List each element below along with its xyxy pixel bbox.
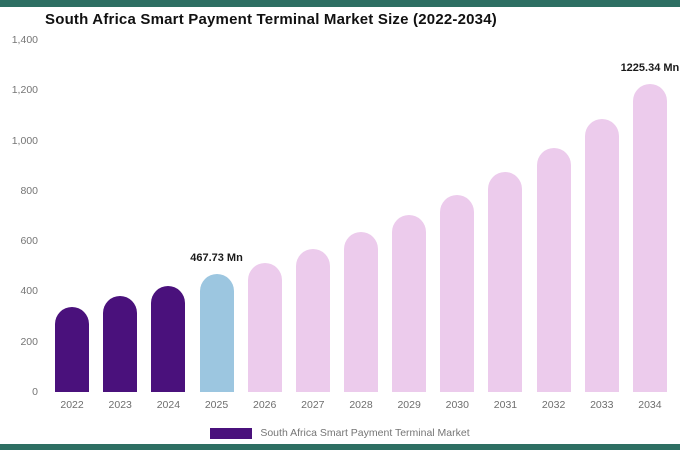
chart-title: South Africa Smart Payment Terminal Mark… — [45, 11, 497, 28]
y-axis-tick-label: 400 — [20, 285, 38, 298]
data-label-2025: 467.73 Mn — [190, 252, 243, 264]
x-axis-label-2022: 2022 — [60, 399, 84, 411]
x-axis-label-2029: 2029 — [397, 399, 421, 411]
x-axis-label-2028: 2028 — [349, 399, 373, 411]
bar-2031 — [488, 172, 523, 392]
x-axis-label-2030: 2030 — [445, 399, 469, 411]
x-axis-label-2034: 2034 — [638, 399, 662, 411]
bar-2034 — [632, 84, 667, 392]
bar-2030 — [440, 195, 475, 392]
bar-2022 — [55, 307, 90, 392]
x-axis-label-2025: 2025 — [204, 399, 229, 411]
legend-swatch — [210, 427, 253, 439]
bar-2023 — [103, 296, 138, 392]
legend-label: South Africa Smart Payment Terminal Mark… — [260, 427, 470, 439]
bar-2024 — [151, 286, 186, 392]
x-axis-label-2024: 2024 — [156, 399, 181, 411]
bar-2025 — [199, 274, 234, 392]
top-border-strip — [0, 0, 680, 7]
bar-2033 — [584, 119, 619, 392]
y-axis-tick-label: 600 — [20, 235, 38, 248]
y-axis-tick-label: 1,400 — [11, 34, 38, 46]
y-axis-tick-label: 1,000 — [11, 134, 38, 147]
bar-2027 — [295, 249, 330, 392]
data-label-2034: 1225.34 Mn — [620, 62, 680, 74]
y-axis-tick-label: 0 — [32, 386, 38, 398]
x-axis-label-2033: 2033 — [590, 399, 614, 411]
y-axis-tick-label: 200 — [20, 335, 38, 348]
x-axis-label-2026: 2026 — [253, 399, 277, 411]
legend: South Africa Smart Payment Terminal Mark… — [0, 425, 680, 441]
bottom-border-strip — [0, 444, 680, 450]
x-axis-label-2027: 2027 — [301, 399, 325, 411]
x-axis-label-2031: 2031 — [493, 399, 518, 411]
bar-2028 — [344, 232, 378, 392]
bar-2026 — [247, 263, 282, 392]
x-axis-label-2023: 2023 — [108, 399, 132, 411]
y-axis-tick-label: 1,200 — [11, 84, 38, 97]
bar-2029 — [392, 215, 427, 392]
bar-2032 — [536, 148, 571, 392]
y-axis-tick-label: 800 — [20, 184, 38, 197]
x-axis-label-2032: 2032 — [541, 399, 566, 411]
